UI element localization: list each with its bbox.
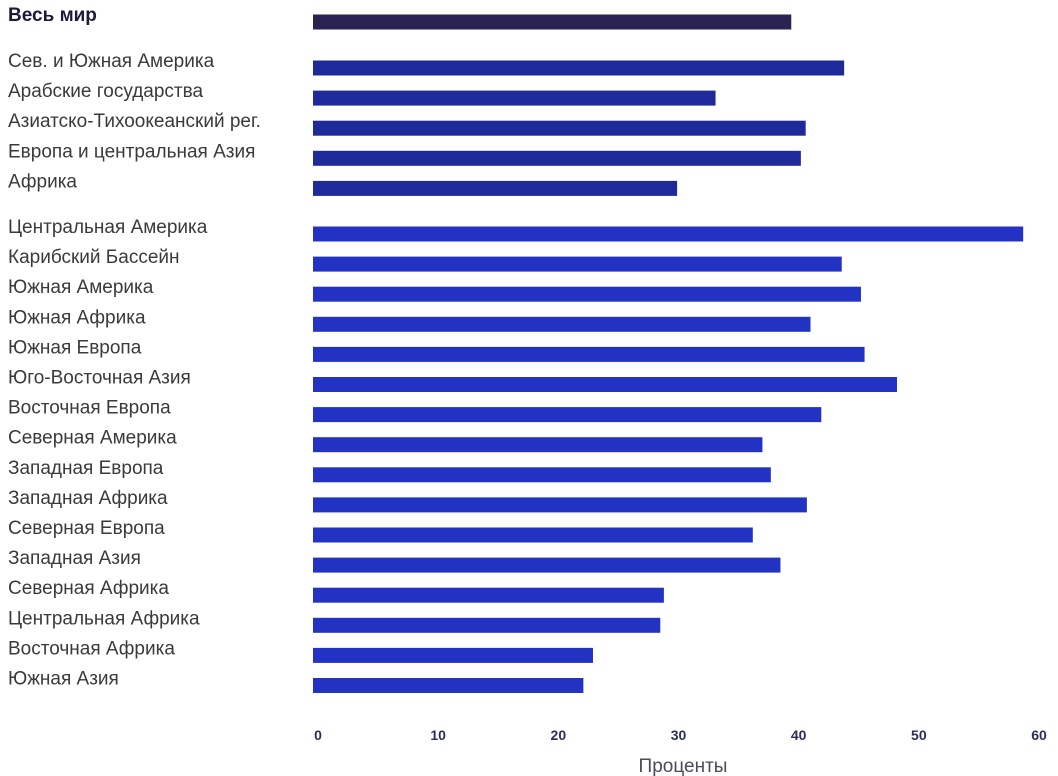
x-tick-label: 10 xyxy=(430,727,446,743)
bar xyxy=(313,497,807,513)
category-label: Арабские государства xyxy=(8,81,203,102)
x-tick-label: 0 xyxy=(314,727,322,743)
category-label: Южная Азия xyxy=(8,669,119,690)
bar xyxy=(313,377,898,392)
category-label: Западная Азия xyxy=(8,548,141,569)
bar xyxy=(313,150,801,166)
category-label: Западная Европа xyxy=(8,458,164,479)
bar xyxy=(313,467,771,483)
x-tick-label: 60 xyxy=(1031,727,1047,743)
bar xyxy=(313,678,584,693)
bar xyxy=(313,180,678,196)
category-labels: Весь мир Сев. и Южная Америка Арабские гос… xyxy=(8,5,261,690)
bar xyxy=(313,527,753,543)
x-tick-label: 40 xyxy=(791,727,807,743)
bar xyxy=(313,346,865,362)
bar xyxy=(313,587,664,603)
category-label: Восточная Европа xyxy=(8,398,171,419)
bar xyxy=(313,617,661,633)
category-label: Восточная Африка xyxy=(8,638,175,659)
category-label: Северная Америка xyxy=(8,428,177,449)
category-label: Центральная Америка xyxy=(8,217,208,238)
bar xyxy=(313,437,763,453)
bar xyxy=(313,226,1024,242)
bar xyxy=(313,120,806,136)
bar xyxy=(313,557,781,573)
category-label: Южная Африка xyxy=(8,307,146,328)
bar xyxy=(313,316,811,332)
x-tick-label: 30 xyxy=(671,727,687,743)
x-tick-label: 20 xyxy=(551,727,567,743)
category-label: Южная Америка xyxy=(8,277,154,298)
x-tick-label: 50 xyxy=(911,727,927,743)
category-label: Азиатско-Тихоокеанский рег. xyxy=(8,111,261,132)
category-label: Карибский Бассейн xyxy=(8,247,180,268)
bar xyxy=(313,286,861,302)
category-label: Сев. и Южная Америка xyxy=(8,51,215,72)
bar xyxy=(313,90,716,106)
x-axis-title: Проценты xyxy=(639,756,728,776)
bar xyxy=(313,60,845,76)
category-label: Африка xyxy=(8,171,77,192)
bar xyxy=(313,407,822,423)
bar xyxy=(313,647,593,663)
category-label: Центральная Африка xyxy=(8,608,200,629)
category-label: Европа и центральная Азия xyxy=(8,141,255,162)
bar xyxy=(313,14,792,30)
category-label: Юго-Восточная Азия xyxy=(8,368,191,389)
x-axis-ticks: 0 10 20 30 40 50 60 xyxy=(314,727,1047,743)
category-label: Западная Африка xyxy=(8,488,168,509)
category-label: Северная Европа xyxy=(8,518,165,539)
bar xyxy=(313,256,842,272)
bars xyxy=(313,14,1024,693)
category-label: Весь мир xyxy=(8,5,97,26)
category-label: Северная Африка xyxy=(8,578,169,599)
category-label: Южная Европа xyxy=(8,337,142,358)
